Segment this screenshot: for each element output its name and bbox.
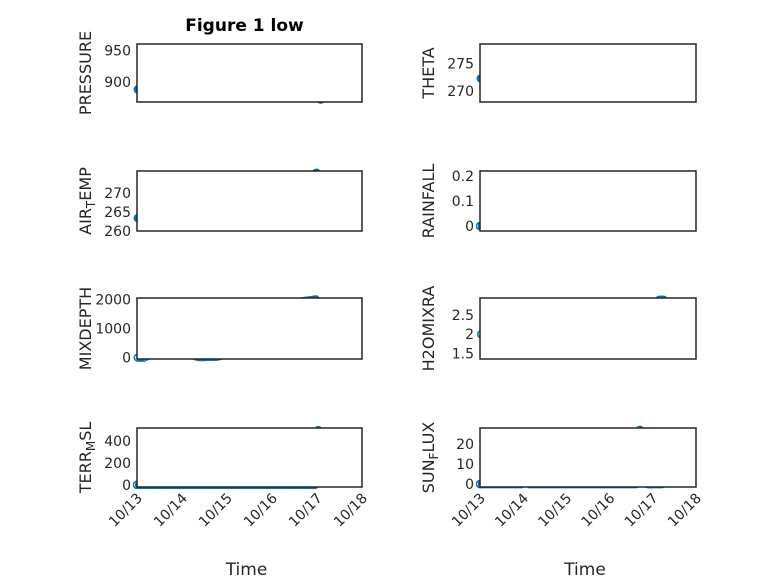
x-axis-label: Time [563,560,606,580]
axes-frame [136,427,363,488]
y-tick-label: 0.1 [452,194,474,210]
subplot-h2omixra: 1.5 2 2.5 H2OMIXRA [419,286,697,372]
y-tick-label: 10 [456,457,474,473]
y-axis-label: H2OMIXRA [419,286,438,372]
subplot-rainfall: 0 0.1 0.2 RAINFALL [419,164,697,239]
x-axis-label: Time [225,560,268,580]
y-tick-label: 265 [104,205,131,221]
axes-frame [479,170,697,232]
y-tick-label: 0.2 [452,169,474,185]
subplot-theta: 270 275 THETA [419,43,697,103]
y-axis-label: SUNFLUX [419,422,441,494]
y-tick-label: 2.5 [452,308,474,324]
y-tick-label: 260 [104,224,131,240]
y-axis-label: THETA [419,47,438,99]
y-tick-label: 0 [465,219,474,235]
axes-frame [479,43,697,103]
subplot-air_temp: 260 265 270 AIRTEMP [76,167,363,240]
y-tick-label: 400 [104,434,131,450]
axes-frame [479,297,697,360]
y-tick-label: 0 [465,477,474,493]
y-tick-label: 2 [465,327,474,343]
y-tick-label: 1.5 [452,346,474,362]
y-axis-label: TERRMSL [76,422,98,495]
subplot-pressure: 900 950 PRESSURE Figure 1 low [76,16,363,115]
y-tick-label: 270 [447,84,474,100]
figure-title: Figure 1 low [185,16,304,36]
y-tick-label: 0 [122,351,131,367]
axes-frame [136,297,363,360]
y-tick-label: 20 [456,437,474,453]
y-tick-label: 200 [104,456,131,472]
y-tick-label: 1000 [95,322,131,338]
y-axis-label: PRESSURE [76,31,95,115]
y-axis-label: RAINFALL [419,164,438,239]
y-tick-label: 900 [104,75,131,91]
y-axis-label: MIXDEPTH [76,287,95,370]
y-tick-label: 275 [447,57,474,73]
y-tick-label: 270 [104,186,131,202]
axes-frame [479,427,697,488]
y-tick-label: 950 [104,43,131,59]
y-tick-label: 2000 [95,292,131,308]
axes-frame [136,43,363,103]
y-tick-label: 0 [122,478,131,494]
y-axis-label: AIRTEMP [76,167,98,235]
axes-frame [136,170,363,232]
